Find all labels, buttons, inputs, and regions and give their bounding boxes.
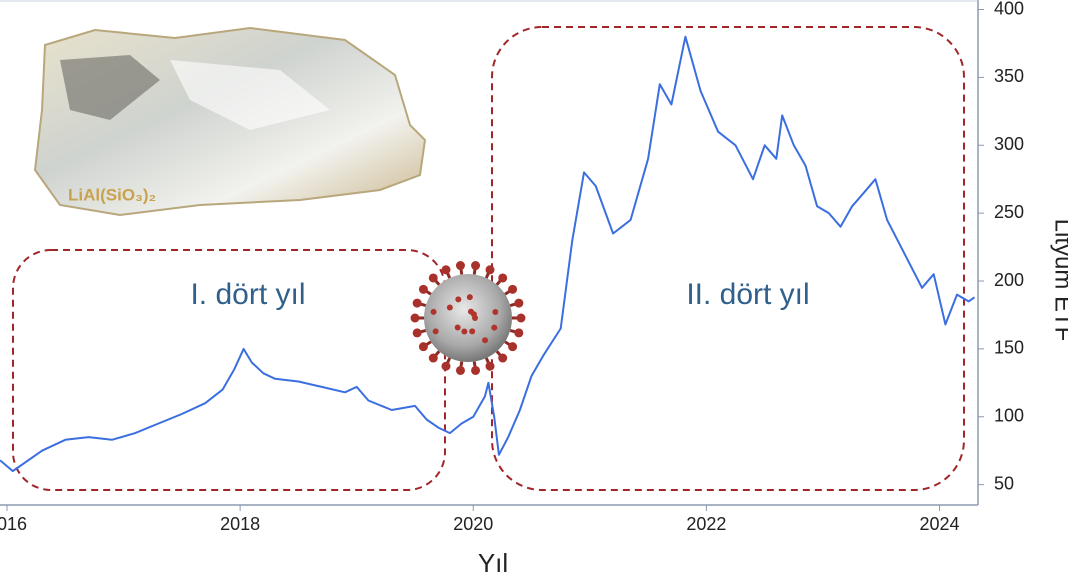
- virus-spike-head: [485, 361, 495, 371]
- virus-spike-head: [441, 361, 451, 371]
- period-label: II. dört yıl: [686, 278, 809, 311]
- virus-dot: [469, 328, 476, 335]
- virus-dot: [491, 324, 498, 331]
- y-tick-label: 200: [994, 270, 1024, 290]
- y-tick-label: 100: [994, 406, 1024, 426]
- mineral-photo: [33, 26, 427, 217]
- virus-dot: [430, 308, 437, 315]
- virus-body: [424, 274, 512, 362]
- virus-spike-head: [498, 353, 508, 363]
- virus-spike-head: [418, 284, 428, 294]
- x-tick-label: 2020: [453, 514, 493, 534]
- y-tick-label: 250: [994, 202, 1024, 222]
- virus-spike-head: [412, 298, 422, 308]
- virus-dot: [455, 296, 462, 303]
- virus-spike-head: [516, 313, 526, 323]
- plot-area: 50 100 150 200 250 300 350 400 2016 2018 2020 2022 2…: [0, 0, 1024, 534]
- x-axis-label: Yıl: [478, 548, 508, 578]
- virus-spike-head: [418, 342, 428, 352]
- x-tick-label: 2018: [220, 514, 260, 534]
- y-tick-label: 50: [994, 473, 1014, 493]
- virus-spike-head: [471, 365, 481, 375]
- y-tick-label: 350: [994, 66, 1024, 86]
- virus-spike-head: [410, 313, 420, 323]
- virus-spike-head: [514, 298, 524, 308]
- x-tick-label: 2024: [920, 514, 960, 534]
- virus-spike-head: [412, 328, 422, 338]
- virus-spike-head: [508, 284, 518, 294]
- y-tick-label: 400: [994, 0, 1024, 18]
- period-box: [491, 26, 965, 491]
- x-tick-label: 2016: [0, 514, 27, 534]
- virus-dot: [492, 309, 499, 316]
- virus-spike-head: [428, 273, 438, 283]
- virus-dot: [461, 328, 468, 335]
- virus-spike-head: [441, 265, 451, 275]
- virus-icon: [410, 261, 526, 375]
- virus-dot: [482, 337, 489, 344]
- virus-spike-head: [514, 328, 524, 338]
- virus-dot: [454, 324, 461, 331]
- period-label: I. dört yıl: [190, 278, 305, 311]
- formula-label: LiAl(SiO₃)₂: [68, 185, 156, 204]
- virus-spike-head: [471, 261, 481, 271]
- y-tick-label: 300: [994, 134, 1024, 154]
- virus-dot: [446, 304, 453, 311]
- y-tick-label: 150: [994, 338, 1024, 358]
- virus-spike-head: [428, 353, 438, 363]
- virus-spike-head: [455, 261, 465, 271]
- y-axis-label: Lityum ETF: [1050, 219, 1068, 342]
- virus-spike-head: [485, 265, 495, 275]
- virus-dot: [432, 328, 439, 335]
- virus-spike-head: [508, 342, 518, 352]
- data-line: [0, 35, 976, 473]
- virus-dot: [466, 294, 473, 301]
- virus-spike-head: [455, 365, 465, 375]
- virus-spike-head: [498, 273, 508, 283]
- virus-dot: [467, 308, 474, 315]
- x-tick-label: 2022: [686, 514, 726, 534]
